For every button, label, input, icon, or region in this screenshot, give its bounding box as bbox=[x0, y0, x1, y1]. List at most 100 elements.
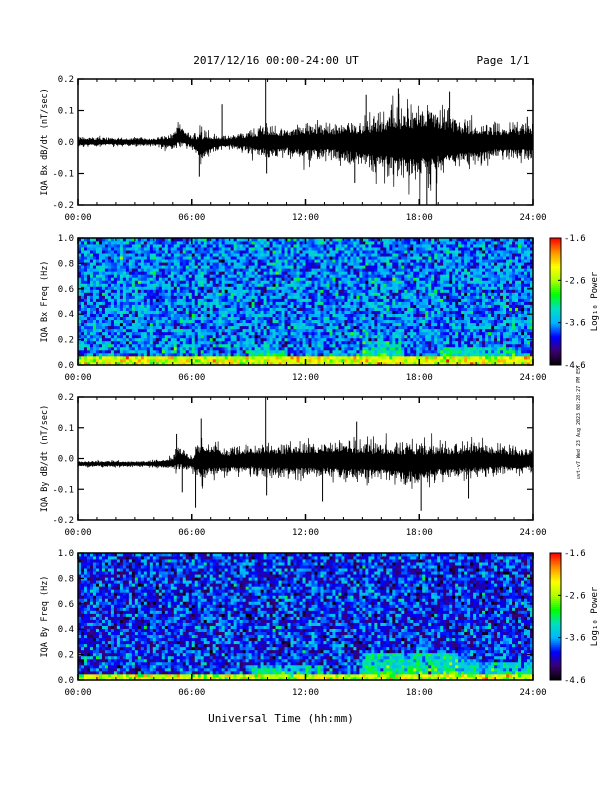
heatmap-cell bbox=[260, 316, 264, 321]
heatmap-cell bbox=[122, 292, 127, 296]
heatmap-cell bbox=[389, 304, 393, 308]
heatmap-cell bbox=[368, 328, 372, 333]
heatmap-cell bbox=[212, 241, 217, 245]
heatmap-cell bbox=[386, 241, 390, 245]
heatmap-cell bbox=[236, 343, 241, 348]
heatmap-cell bbox=[176, 328, 181, 333]
heatmap-cell bbox=[368, 316, 372, 321]
heatmap-cell bbox=[176, 361, 181, 366]
heatmap-cell bbox=[158, 286, 163, 290]
heatmap-cell bbox=[110, 253, 115, 257]
heatmap-cell bbox=[101, 310, 106, 314]
heatmap-cell bbox=[185, 265, 190, 269]
heatmap-cell bbox=[155, 265, 160, 269]
heatmap-cell bbox=[338, 316, 342, 321]
heatmap-cell bbox=[224, 352, 229, 357]
heatmap-cell bbox=[371, 265, 375, 269]
heatmap-cell bbox=[272, 280, 276, 284]
heatmap-cell bbox=[326, 262, 330, 266]
heatmap-cell bbox=[356, 358, 360, 363]
heatmap-cell bbox=[251, 349, 256, 354]
heatmap-cell bbox=[182, 307, 187, 311]
heatmap-cell bbox=[362, 250, 366, 254]
heatmap-cell bbox=[380, 274, 384, 278]
heatmap-cell bbox=[266, 313, 270, 318]
heatmap-cell bbox=[182, 244, 187, 248]
heatmap-cell bbox=[410, 262, 414, 266]
heatmap-cell bbox=[239, 325, 244, 330]
heatmap-cell bbox=[362, 271, 366, 275]
heatmap-cell bbox=[284, 280, 288, 284]
heatmap-cell bbox=[233, 283, 238, 287]
heatmap-cell bbox=[149, 337, 154, 342]
heatmap-cell bbox=[152, 259, 157, 263]
heatmap-cell bbox=[332, 280, 336, 284]
heatmap-cell bbox=[263, 313, 267, 318]
heatmap-cell bbox=[134, 361, 139, 366]
heatmap-cell bbox=[401, 331, 405, 336]
heatmap-cell bbox=[323, 304, 327, 308]
heatmap-cell bbox=[326, 268, 330, 272]
heatmap-cell bbox=[401, 262, 405, 266]
heatmap-cell bbox=[269, 307, 273, 311]
heatmap-cell bbox=[323, 343, 327, 348]
heatmap-cell bbox=[281, 319, 285, 324]
heatmap-cell bbox=[416, 316, 420, 321]
heatmap-cell bbox=[182, 268, 187, 272]
heatmap-cell bbox=[398, 271, 402, 275]
heatmap-cell bbox=[272, 349, 276, 354]
heatmap-cell bbox=[245, 250, 250, 254]
heatmap-cell bbox=[143, 274, 148, 278]
heatmap-cell bbox=[80, 283, 85, 287]
heatmap-cell bbox=[239, 259, 244, 263]
heatmap-cell bbox=[116, 277, 121, 281]
heatmap-cell bbox=[407, 319, 411, 324]
heatmap-cell bbox=[227, 292, 232, 296]
heatmap-cell bbox=[314, 325, 318, 330]
heatmap-cell bbox=[416, 322, 420, 327]
heatmap-cell bbox=[257, 301, 261, 305]
heatmap-cell bbox=[128, 277, 133, 281]
heatmap-cell bbox=[425, 295, 429, 299]
heatmap-cell bbox=[86, 271, 91, 275]
heatmap-cell bbox=[263, 238, 267, 242]
heatmap-cell bbox=[233, 277, 238, 281]
heatmap-cell bbox=[92, 268, 97, 272]
heatmap-cell bbox=[377, 340, 381, 345]
heatmap-cell bbox=[293, 265, 297, 269]
heatmap-cell bbox=[98, 331, 103, 336]
heatmap-cell bbox=[284, 349, 288, 354]
heatmap-cell bbox=[128, 340, 133, 345]
heatmap-cell bbox=[89, 253, 94, 257]
heatmap-cell bbox=[284, 313, 288, 318]
heatmap-cell bbox=[287, 256, 291, 260]
heatmap-cell bbox=[122, 304, 127, 308]
heatmap-cell bbox=[254, 289, 258, 293]
heatmap-cell bbox=[245, 286, 250, 290]
heatmap-cell bbox=[212, 346, 217, 351]
heatmap-cell bbox=[158, 355, 163, 360]
heatmap-cell bbox=[275, 247, 279, 251]
heatmap-cell bbox=[134, 259, 139, 263]
heatmap-cell bbox=[131, 289, 136, 293]
heatmap-cell bbox=[308, 271, 312, 275]
heatmap-cell bbox=[188, 334, 193, 339]
heatmap-cell bbox=[266, 274, 270, 278]
heatmap-cell bbox=[134, 250, 139, 254]
heatmap-cell bbox=[230, 256, 235, 260]
heatmap-cell bbox=[152, 325, 157, 330]
heatmap-cell bbox=[194, 244, 199, 248]
heatmap-cell bbox=[293, 289, 297, 293]
heatmap-cell bbox=[212, 274, 217, 278]
heatmap-cell bbox=[281, 253, 285, 257]
heatmap-cell bbox=[323, 274, 327, 278]
heatmap-cell bbox=[167, 241, 172, 245]
heatmap-cell bbox=[122, 301, 127, 305]
heatmap-cell bbox=[137, 277, 142, 281]
heatmap-cell bbox=[383, 241, 387, 245]
heatmap-cell bbox=[128, 343, 133, 348]
heatmap-cell bbox=[368, 325, 372, 330]
heatmap-cell bbox=[218, 295, 223, 299]
heatmap-cell bbox=[143, 289, 148, 293]
heatmap-cell bbox=[326, 340, 330, 345]
